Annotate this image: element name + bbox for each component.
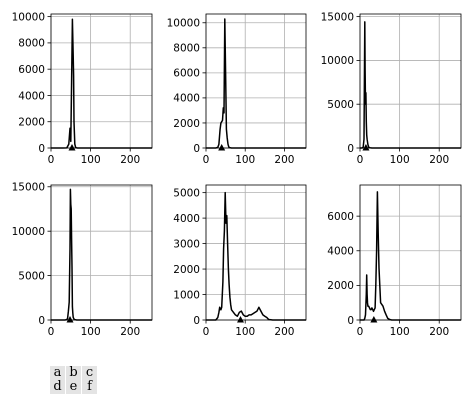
y-tick-label: 3000 (173, 238, 200, 250)
y-tick-label: 10000 (167, 18, 200, 30)
histogram-panel-c: 0 100 200 0 5000 10000 15000 (321, 11, 462, 166)
panel-label-legend: a b c d e f (50, 366, 98, 394)
y-tick-label: 0 (193, 143, 200, 155)
y-tick-label: 8000 (18, 38, 45, 50)
axes-frame (359, 13, 462, 149)
histogram-panel-d: 0 100 200 0 5000 10000 15000 (12, 182, 153, 338)
y-tick-label: 15000 (12, 182, 45, 194)
x-tick-label: 100 (81, 154, 101, 166)
y-tick-label: 4000 (173, 213, 200, 225)
axes-frame (359, 184, 462, 321)
x-tick-label: 200 (429, 154, 449, 166)
x-tick-label: 100 (81, 326, 101, 338)
y-tick-label: 0 (347, 143, 354, 155)
panel-label-f: f (82, 380, 97, 394)
y-tick-label: 10000 (12, 11, 45, 23)
y-tick-label: 6000 (327, 211, 354, 223)
y-tick-label: 6000 (18, 64, 45, 76)
mean-marker-triangle (370, 316, 378, 323)
y-tick-label: 4000 (18, 90, 45, 102)
x-tick-label: 0 (357, 326, 364, 338)
y-tick-label: 5000 (173, 187, 200, 199)
histogram-line (51, 188, 152, 321)
y-tick-label: 4000 (327, 246, 354, 258)
mean-marker-triangle (66, 316, 74, 323)
panel-label-a: a (50, 366, 65, 380)
y-tick-label: 0 (38, 143, 45, 155)
x-tick-label: 0 (48, 326, 55, 338)
histogram-line (360, 191, 461, 321)
y-tick-label: 2000 (18, 117, 45, 129)
x-tick-label: 100 (235, 326, 255, 338)
y-tick-label: 0 (347, 315, 354, 327)
panel-label-e: e (66, 380, 81, 394)
x-tick-label: 200 (274, 326, 294, 338)
y-tick-label: 0 (193, 315, 200, 327)
histogram-line (206, 18, 306, 149)
y-tick-label: 2000 (173, 118, 200, 130)
y-tick-label: 6000 (173, 68, 200, 80)
x-tick-label: 200 (429, 326, 449, 338)
mean-marker-triangle (68, 144, 76, 151)
x-tick-label: 0 (203, 326, 210, 338)
x-tick-label: 200 (120, 326, 140, 338)
y-tick-label: 1000 (173, 289, 200, 301)
axes-frame (205, 13, 307, 149)
axes-frame (50, 184, 153, 321)
mean-marker-triangle (362, 144, 370, 151)
panel-label-c: c (82, 366, 97, 380)
y-tick-label: 2000 (173, 264, 200, 276)
panel-label-d: d (50, 380, 65, 394)
x-tick-label: 0 (357, 154, 364, 166)
y-tick-label: 5000 (18, 270, 45, 282)
y-tick-label: 5000 (327, 99, 354, 111)
y-tick-label: 10000 (12, 226, 45, 238)
x-tick-label: 100 (390, 326, 410, 338)
mean-marker-triangle (218, 144, 226, 151)
histogram-line (51, 18, 152, 149)
x-tick-label: 100 (390, 154, 410, 166)
x-tick-label: 100 (235, 154, 255, 166)
y-tick-label: 8000 (173, 43, 200, 55)
x-tick-label: 0 (203, 154, 210, 166)
y-tick-label: 15000 (321, 11, 354, 23)
histogram-line (206, 191, 306, 321)
x-tick-label: 200 (274, 154, 294, 166)
panel-label-b: b (66, 366, 81, 380)
x-tick-label: 0 (48, 154, 55, 166)
y-tick-label: 2000 (327, 280, 354, 292)
x-tick-label: 200 (120, 154, 140, 166)
y-tick-label: 10000 (321, 55, 354, 67)
axes-frame (205, 184, 307, 321)
y-tick-label: 0 (38, 315, 45, 327)
histogram-line (360, 21, 461, 149)
axes-frame (50, 13, 153, 149)
y-tick-label: 4000 (173, 93, 200, 105)
mean-marker-triangle (237, 316, 245, 323)
